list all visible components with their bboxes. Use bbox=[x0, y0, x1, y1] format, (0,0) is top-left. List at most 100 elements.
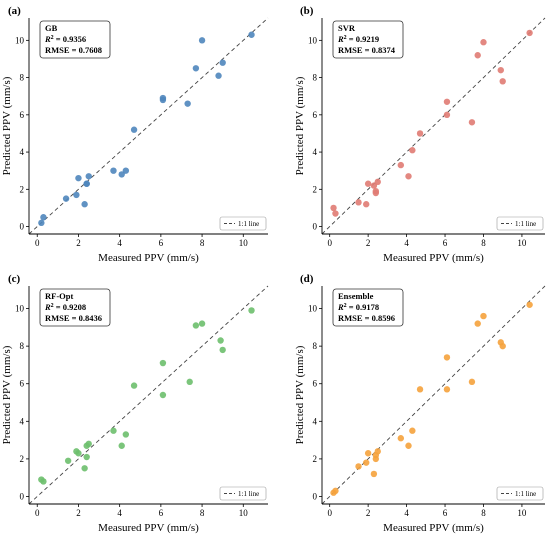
data-point bbox=[397, 435, 405, 442]
legend-box bbox=[496, 216, 544, 231]
data-point bbox=[416, 130, 424, 137]
x-tick-label: 2 bbox=[76, 508, 81, 518]
x-tick-label: 10 bbox=[517, 238, 527, 248]
panel-4: 0 2 4 6 8 10 0 2 4 6 8 10 Measured PPV (mm/s) Predict… bbox=[294, 273, 546, 534]
data-point bbox=[474, 320, 481, 327]
x-tick-label: 2 bbox=[366, 238, 371, 248]
r2-value: R2 = 0.9178 bbox=[337, 302, 379, 312]
data-point bbox=[332, 487, 339, 495]
data-point bbox=[397, 161, 405, 169]
rmse-value: RMSE = 0.7608 bbox=[45, 45, 102, 55]
data-point bbox=[499, 342, 506, 350]
legend-label: 1:1 line bbox=[515, 220, 536, 228]
r2-value: R2 = 0.9356 bbox=[44, 34, 86, 44]
stats-box bbox=[332, 288, 404, 327]
data-point bbox=[405, 442, 412, 449]
data-point bbox=[468, 119, 476, 126]
data-point bbox=[374, 178, 381, 186]
data-point bbox=[355, 463, 362, 470]
data-point bbox=[416, 386, 424, 393]
y-tick-label: 4 bbox=[313, 416, 318, 426]
data-point bbox=[526, 29, 533, 37]
data-point bbox=[497, 66, 504, 74]
data-point bbox=[468, 378, 476, 386]
legend-box bbox=[496, 486, 544, 501]
panel-1: 0 2 4 6 8 10 0 2 4 6 8 10 Measured PPV (mm/s) Predict… bbox=[1, 5, 269, 264]
data-point bbox=[198, 37, 206, 44]
y-tick-label: 10 bbox=[308, 304, 318, 314]
x-tick-label: 10 bbox=[239, 508, 249, 518]
x-tick-label: 6 bbox=[159, 238, 164, 248]
data-point bbox=[332, 210, 339, 217]
data-point bbox=[480, 39, 487, 46]
data-point bbox=[363, 459, 370, 466]
data-point bbox=[499, 78, 506, 85]
data-point bbox=[364, 450, 372, 457]
data-point bbox=[75, 174, 82, 182]
panel-label: (d) bbox=[300, 273, 314, 285]
data-point bbox=[159, 94, 167, 102]
x-tick-label: 4 bbox=[404, 508, 409, 518]
data-point bbox=[159, 391, 167, 399]
data-point bbox=[85, 440, 92, 448]
y-tick-label: 6 bbox=[20, 379, 25, 389]
data-point bbox=[122, 167, 130, 174]
legend-box bbox=[219, 486, 267, 501]
x-axis-title: Measured PPV (mm/s) bbox=[98, 252, 199, 264]
y-tick-label: 6 bbox=[313, 379, 318, 389]
data-point bbox=[443, 111, 451, 119]
data-point bbox=[130, 126, 138, 133]
panel-3: 0 2 4 6 8 10 0 2 4 6 8 10 Measured PPV (mm/s) Predict… bbox=[1, 273, 269, 534]
panel-label: (a) bbox=[8, 5, 21, 17]
x-tick-label: 0 bbox=[327, 238, 332, 248]
x-tick-label: 6 bbox=[159, 508, 164, 518]
y-tick-label: 8 bbox=[313, 73, 318, 83]
y-tick-label: 2 bbox=[313, 454, 318, 464]
x-tick-label: 10 bbox=[517, 508, 527, 518]
data-point bbox=[330, 204, 337, 212]
x-tick-label: 6 bbox=[443, 238, 448, 248]
data-point bbox=[409, 427, 416, 434]
data-point bbox=[443, 354, 451, 361]
y-tick-label: 2 bbox=[313, 184, 318, 194]
rmse-value: RMSE = 0.8436 bbox=[45, 313, 102, 323]
x-tick-label: 4 bbox=[117, 508, 122, 518]
y-tick-label: 8 bbox=[20, 73, 25, 83]
r2-value: R2 = 0.9208 bbox=[44, 302, 86, 312]
y-tick-label: 2 bbox=[20, 184, 25, 194]
panel-label: (b) bbox=[300, 5, 314, 17]
x-tick-label: 8 bbox=[200, 508, 205, 518]
data-point bbox=[118, 171, 125, 178]
stats-box bbox=[39, 288, 111, 327]
data-point bbox=[192, 322, 200, 329]
identity-line bbox=[28, 285, 269, 505]
stats-box bbox=[39, 20, 111, 59]
legend-label: 1:1 line bbox=[238, 220, 259, 228]
data-point bbox=[198, 320, 206, 327]
data-point bbox=[443, 386, 451, 393]
x-tick-label: 0 bbox=[327, 508, 332, 518]
model-name: SVR bbox=[338, 23, 356, 33]
data-point bbox=[118, 442, 125, 449]
y-axis-title: Predicted PPV (mm/s) bbox=[1, 345, 13, 444]
x-tick-label: 6 bbox=[443, 508, 448, 518]
x-tick-label: 0 bbox=[35, 508, 40, 518]
panel-2: 0 2 4 6 8 10 0 2 4 6 8 10 Measured PPV (mm/s) Predict… bbox=[294, 5, 546, 264]
y-tick-label: 10 bbox=[15, 304, 25, 314]
data-point bbox=[110, 427, 117, 434]
y-tick-label: 0 bbox=[313, 491, 318, 501]
data-point bbox=[130, 382, 138, 389]
data-point bbox=[81, 465, 88, 472]
data-point bbox=[184, 100, 191, 107]
y-tick-label: 4 bbox=[20, 416, 25, 426]
x-tick-label: 0 bbox=[35, 238, 40, 248]
y-tick-label: 0 bbox=[20, 222, 25, 232]
y-tick-label: 8 bbox=[313, 341, 318, 351]
data-point bbox=[219, 346, 226, 354]
identity-line bbox=[28, 17, 269, 235]
data-point bbox=[248, 31, 255, 38]
y-tick-label: 10 bbox=[308, 35, 318, 45]
data-point bbox=[405, 173, 412, 180]
data-point bbox=[62, 195, 70, 202]
